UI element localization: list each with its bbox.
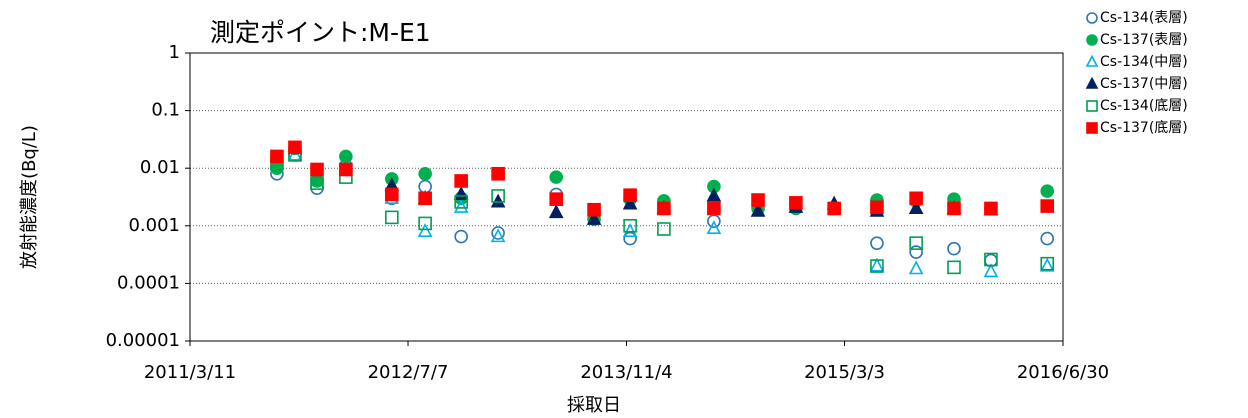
marker: [947, 201, 961, 216]
marker: [385, 210, 399, 225]
legend-marker: [1085, 76, 1099, 89]
marker: [490, 228, 506, 243]
marker: [870, 259, 884, 273]
legend-label: Cs-137(表層): [1100, 32, 1188, 48]
marker: [454, 174, 468, 188]
legend-marker: [1086, 122, 1098, 134]
marker: [706, 220, 722, 235]
legend-label: Cs-134(底層): [1100, 98, 1188, 114]
marker: [1040, 231, 1055, 246]
marker: [288, 140, 302, 155]
marker: [947, 241, 961, 256]
marker: [339, 162, 353, 177]
marker: [706, 187, 722, 202]
marker: [623, 188, 637, 202]
marker: [1040, 184, 1055, 198]
legend-marker: [1086, 100, 1098, 112]
marker: [418, 191, 432, 206]
marker: [310, 162, 324, 177]
marker: [789, 196, 803, 210]
marker: [657, 222, 671, 236]
marker: [657, 201, 671, 216]
marker: [491, 189, 505, 203]
marker: [339, 149, 353, 164]
legend-label: Cs-134(中層): [1100, 54, 1188, 70]
y-tick-label: 0.00001: [106, 330, 180, 351]
y-tick-label: 0.001: [128, 215, 180, 236]
chart-title: 測定ポイント:M-E1: [210, 18, 431, 47]
y-tick-label: 0.01: [140, 157, 180, 178]
x-tick-label: 2013/11/4: [580, 362, 672, 383]
marker: [622, 195, 638, 210]
marker: [270, 149, 284, 164]
y-axis-label: 放射能濃度(Bq/L): [19, 125, 40, 269]
marker: [827, 201, 841, 216]
marker: [549, 192, 564, 206]
legend-marker: [1086, 34, 1098, 46]
marker: [417, 223, 433, 237]
marker: [983, 263, 999, 278]
x-tick-label: 2015/3/3: [804, 362, 885, 383]
marker: [870, 200, 884, 215]
marker: [908, 200, 924, 215]
x-axis-label: 採取日: [567, 395, 621, 416]
marker: [491, 166, 505, 181]
marker: [548, 204, 564, 219]
marker: [870, 236, 884, 250]
marker: [490, 193, 506, 208]
marker: [707, 201, 721, 216]
marker: [270, 161, 284, 175]
marker: [869, 257, 885, 272]
marker: [453, 198, 469, 213]
legend-label: Cs-137(中層): [1100, 76, 1188, 92]
marker: [491, 226, 505, 240]
marker: [1039, 257, 1055, 272]
x-tick-label: 2011/3/11: [144, 362, 236, 383]
marker: [418, 166, 432, 181]
x-tick-label: 2016/6/30: [1017, 362, 1109, 383]
marker: [750, 202, 766, 217]
x-tick-label: 2012/7/7: [368, 362, 449, 383]
legend-marker: [1086, 12, 1098, 24]
marker: [418, 216, 432, 231]
legend-marker: [1085, 54, 1099, 67]
legend-label: Cs-137(底層): [1100, 120, 1188, 136]
marker: [385, 187, 399, 202]
marker: [549, 170, 564, 184]
y-tick-label: 0.0001: [117, 272, 180, 293]
marker: [984, 201, 998, 216]
marker: [622, 223, 638, 237]
marker: [908, 260, 924, 275]
marker: [586, 210, 602, 225]
marker: [587, 202, 601, 217]
marker: [623, 219, 637, 233]
marker: [454, 229, 468, 244]
marker: [909, 236, 923, 250]
marker: [1040, 199, 1055, 213]
legend-label: Cs-134(表層): [1100, 10, 1188, 26]
y-tick-label: 1: [169, 42, 180, 63]
marker: [909, 245, 923, 259]
y-tick-label: 0.1: [151, 100, 180, 121]
marker: [909, 191, 923, 206]
marker: [751, 193, 765, 207]
marker: [984, 252, 998, 267]
marker: [454, 195, 468, 209]
marker: [947, 260, 961, 275]
marker: [1040, 256, 1055, 271]
marker: [310, 176, 324, 190]
